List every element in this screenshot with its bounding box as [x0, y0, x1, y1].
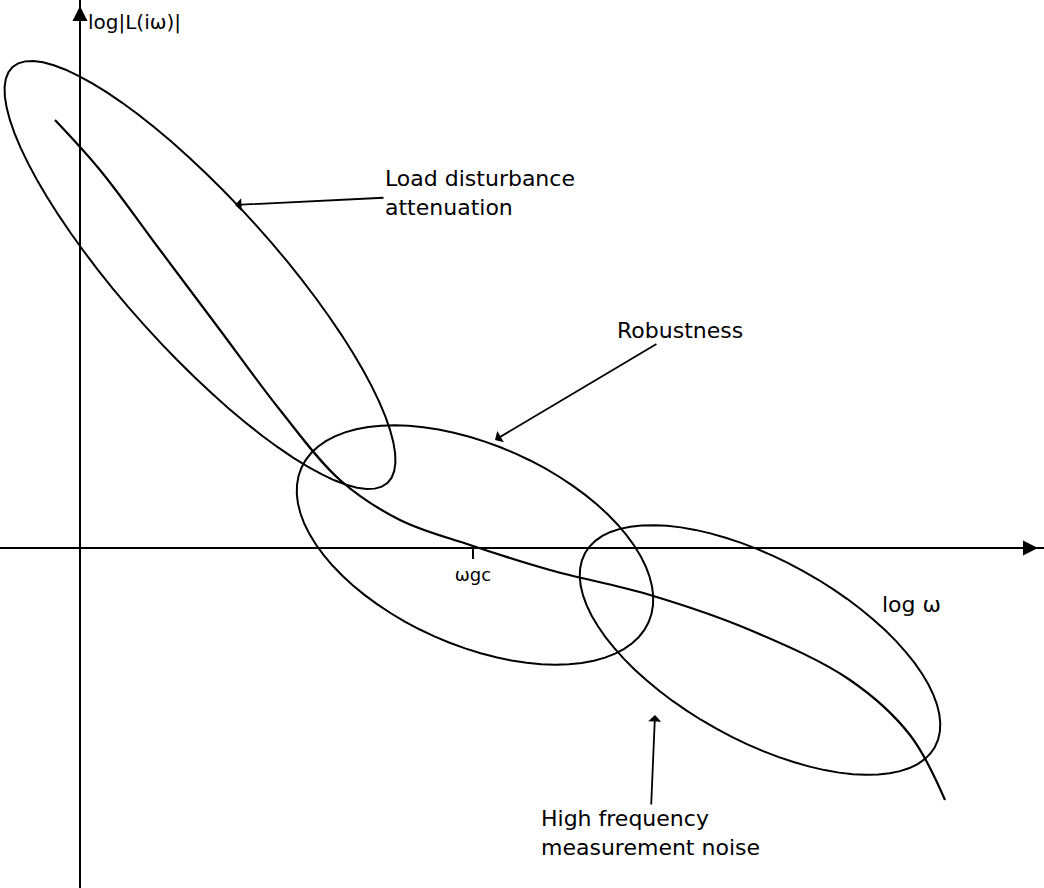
svg-text:log|L(iω)|: log|L(iω)|: [88, 10, 181, 34]
svg-text:High frequencymeasurement nois: High frequencymeasurement noise: [541, 806, 760, 860]
svg-text:Robustness: Robustness: [617, 318, 743, 343]
svg-text:Load disturbanceattenuation: Load disturbanceattenuation: [385, 166, 575, 220]
svg-text:log ω: log ω: [882, 592, 941, 617]
svg-text:ωgc: ωgc: [455, 564, 491, 585]
